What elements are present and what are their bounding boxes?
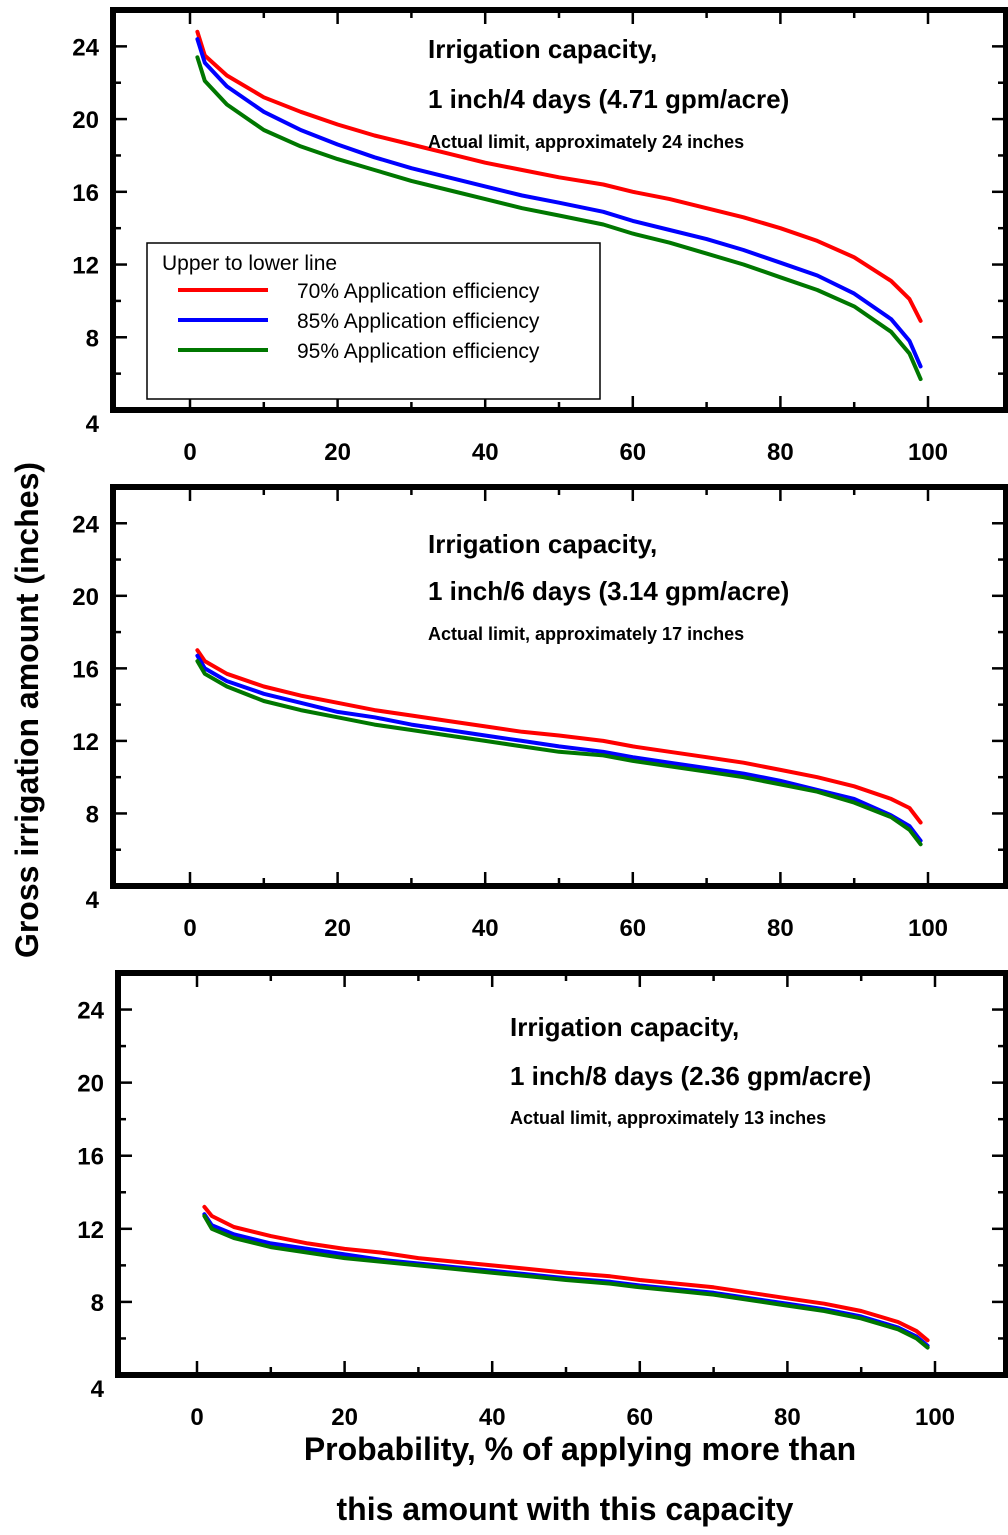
x-axis-label-line-1: Probability, % of applying more than bbox=[304, 1431, 856, 1467]
y-tick-label: 8 bbox=[86, 325, 99, 352]
y-tick-label: 4 bbox=[86, 887, 100, 914]
y-tick-label: 4 bbox=[86, 411, 100, 438]
series-line bbox=[197, 656, 920, 841]
y-tick-label: 16 bbox=[72, 656, 99, 683]
x-tick-label: 60 bbox=[619, 915, 646, 942]
x-tick-label: 20 bbox=[324, 915, 351, 942]
y-tick-label: 16 bbox=[72, 180, 99, 207]
y-tick-label: 12 bbox=[72, 729, 99, 756]
legend: Upper to lower line 70% Application effic… bbox=[147, 243, 600, 399]
legend-item: 85% Application efficiency bbox=[297, 310, 540, 333]
panel-annotation-2: 1 inch/4 days (4.71 gpm/acre) bbox=[428, 84, 789, 114]
x-tick-label: 100 bbox=[908, 439, 948, 466]
x-tick-label: 40 bbox=[472, 439, 499, 466]
series-line bbox=[197, 661, 920, 844]
chart-panel-3: 0 20 40 60 80 100 4 8 12 16 20 24 Irrigation capacit… bbox=[77, 973, 1006, 1431]
x-tick-label: 80 bbox=[774, 1404, 801, 1431]
y-tick-label: 24 bbox=[72, 34, 99, 61]
panel-annotation-3: Actual limit, approximately 24 inches bbox=[428, 132, 744, 152]
y-tick-label: 20 bbox=[77, 1071, 104, 1098]
chart-panel-2: 0 20 40 60 80 100 4 8 12 16 20 24 Irrigation capacit… bbox=[72, 487, 1006, 942]
x-tick-label: 60 bbox=[619, 439, 646, 466]
y-tick-label: 20 bbox=[72, 584, 99, 611]
x-tick-label: 0 bbox=[190, 1404, 203, 1431]
y-tick-label: 20 bbox=[72, 107, 99, 134]
y-tick-label: 8 bbox=[86, 801, 99, 828]
legend-title: Upper to lower line bbox=[162, 252, 337, 275]
panel-annotation-2: 1 inch/6 days (3.14 gpm/acre) bbox=[428, 576, 789, 606]
legend-item: 70% Application efficiency bbox=[297, 280, 540, 303]
x-tick-label: 100 bbox=[915, 1404, 955, 1431]
y-tick-label: 8 bbox=[91, 1290, 104, 1317]
y-tick-label: 24 bbox=[72, 511, 99, 538]
x-tick-label: 40 bbox=[479, 1404, 506, 1431]
series-line bbox=[204, 1207, 927, 1340]
panel-annotation-1: Irrigation capacity, bbox=[428, 529, 657, 559]
x-tick-label: 0 bbox=[183, 439, 196, 466]
y-tick-label: 12 bbox=[72, 253, 99, 280]
y-tick-label: 4 bbox=[91, 1376, 105, 1403]
y-tick-label: 16 bbox=[77, 1144, 104, 1171]
panel-annotation-1: Irrigation capacity, bbox=[428, 34, 657, 64]
y-tick-label: 12 bbox=[77, 1217, 104, 1244]
series-line bbox=[197, 650, 920, 822]
panel-annotation-3: Actual limit, approximately 17 inches bbox=[428, 624, 744, 644]
legend-item: 95% Application efficiency bbox=[297, 340, 540, 363]
panel-annotation-2: 1 inch/8 days (2.36 gpm/acre) bbox=[510, 1061, 871, 1091]
panel-annotation-3: Actual limit, approximately 13 inches bbox=[510, 1108, 826, 1128]
y-axis-label: Gross irrigation amount (inches) bbox=[9, 462, 45, 958]
x-tick-label: 80 bbox=[767, 915, 794, 942]
x-tick-label: 100 bbox=[908, 915, 948, 942]
x-axis-label-line-2: this amount with this capacity bbox=[337, 1491, 794, 1527]
x-tick-label: 40 bbox=[472, 915, 499, 942]
x-tick-label: 20 bbox=[331, 1404, 358, 1431]
panel-annotation-1: Irrigation capacity, bbox=[510, 1012, 739, 1042]
x-tick-label: 80 bbox=[767, 439, 794, 466]
y-tick-label: 24 bbox=[77, 998, 104, 1025]
x-tick-label: 0 bbox=[183, 915, 196, 942]
x-tick-label: 20 bbox=[324, 439, 351, 466]
series-line bbox=[204, 1216, 927, 1348]
x-tick-label: 60 bbox=[626, 1404, 653, 1431]
